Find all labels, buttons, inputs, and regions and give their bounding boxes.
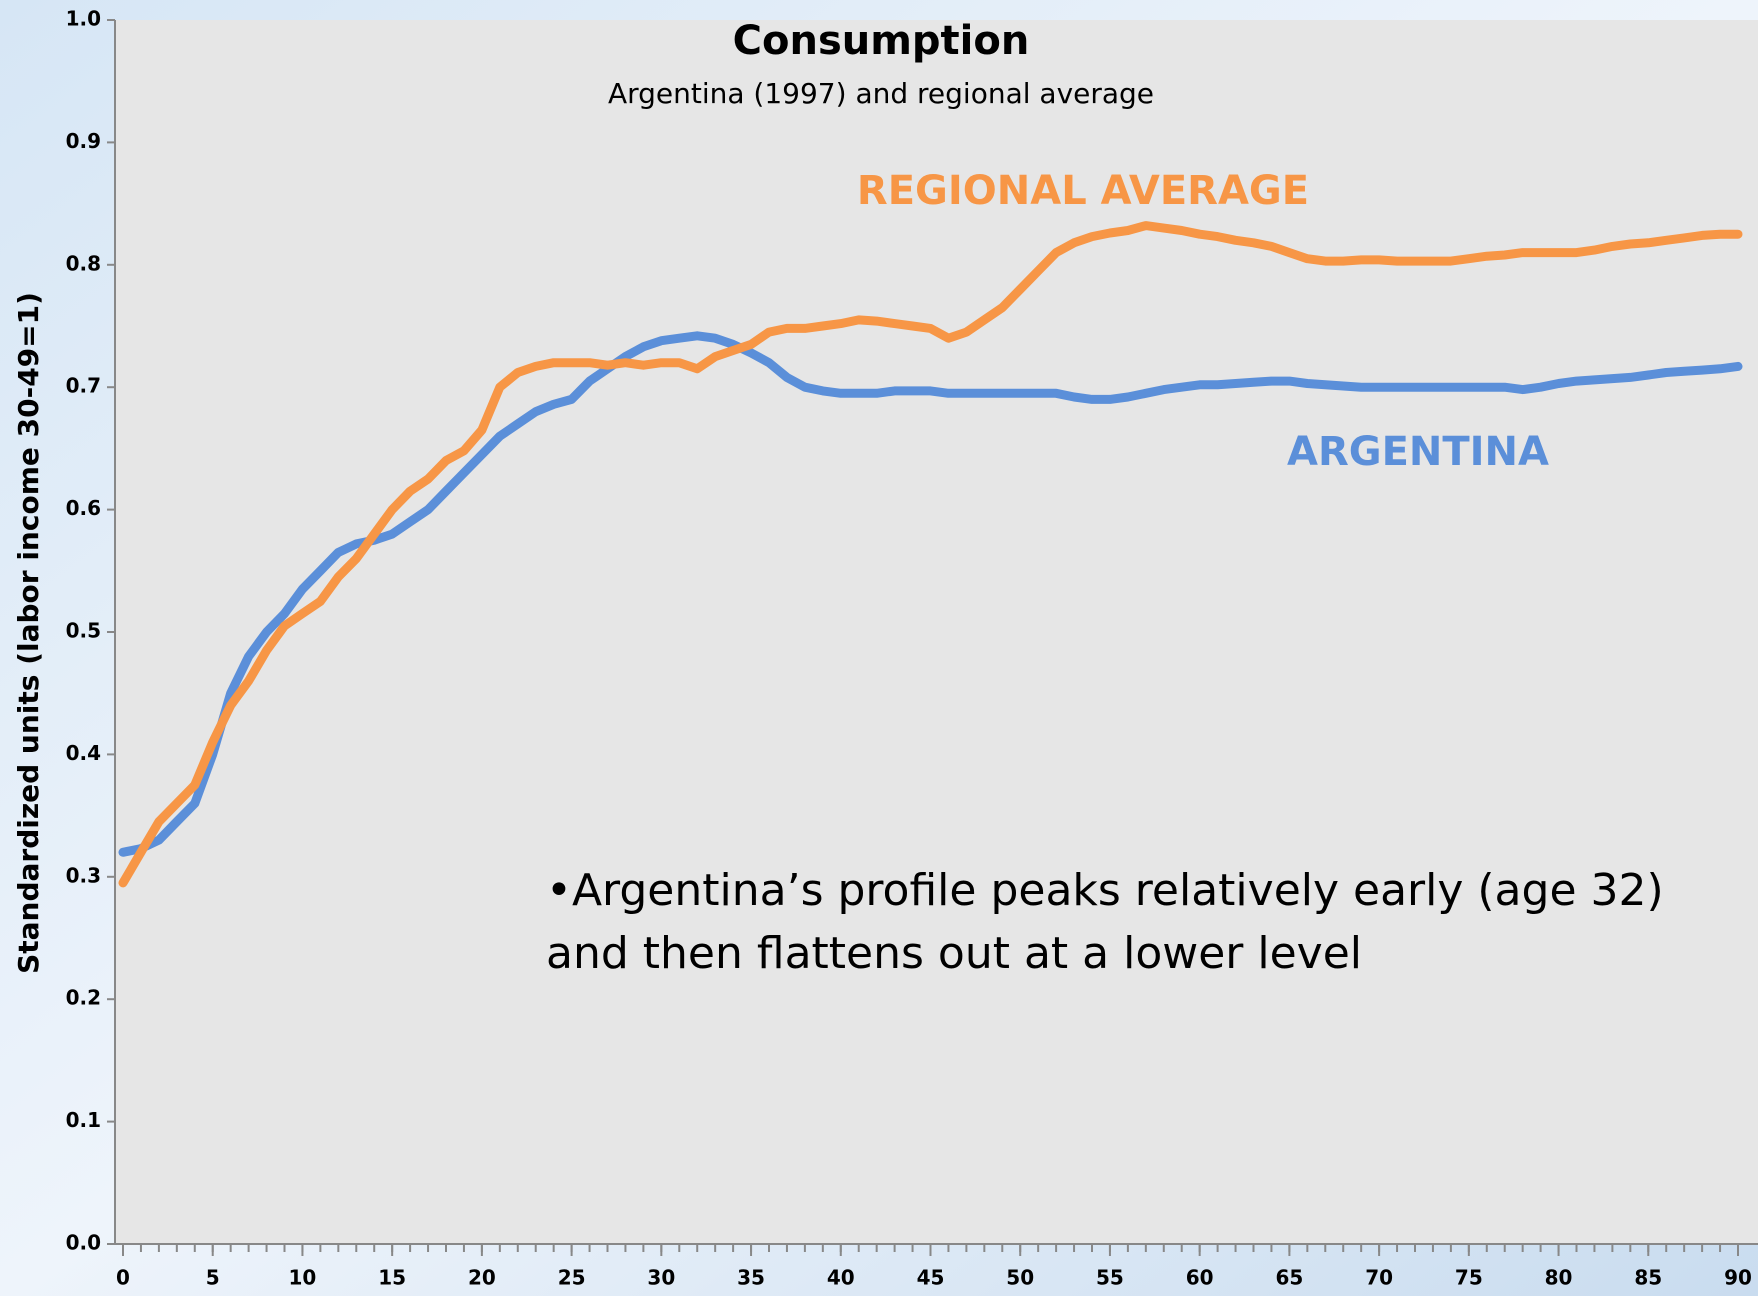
series-line — [118, 221, 1743, 888]
chart-subtitle: Argentina (1997) and regional average — [608, 77, 1154, 110]
y-tick-label: 0.1 — [66, 1108, 101, 1132]
y-tick-label: 0.7 — [66, 374, 101, 398]
x-tick-label: 25 — [558, 1266, 586, 1290]
plot-area — [115, 20, 1758, 1244]
y-tick-label: 0.9 — [66, 129, 101, 153]
x-tick-label: 90 — [1724, 1266, 1752, 1290]
annotation: and then flattens out at a lower level — [546, 928, 1362, 979]
x-tick-label: 75 — [1455, 1266, 1483, 1290]
x-tick-label: 35 — [737, 1266, 765, 1290]
y-tick-label: 0.8 — [66, 251, 101, 275]
x-tick-label: 0 — [116, 1266, 130, 1290]
x-tick-label: 70 — [1365, 1266, 1393, 1290]
x-tick-label: 30 — [647, 1266, 675, 1290]
x-tick-label: 20 — [468, 1266, 496, 1290]
series-label: ARGENTINA — [1287, 429, 1549, 475]
x-tick-label: 40 — [827, 1266, 855, 1290]
series-line — [118, 331, 1743, 857]
x-tick-label: 85 — [1634, 1266, 1662, 1290]
chart-title: Consumption — [733, 18, 1030, 64]
y-tick-label: 0.2 — [66, 986, 101, 1010]
x-tick-label: 45 — [917, 1266, 945, 1290]
x-tick-label: 60 — [1186, 1266, 1214, 1290]
annotation: •Argentina’s profile peaks relatively ea… — [546, 865, 1664, 916]
x-tick-label: 65 — [1275, 1266, 1303, 1290]
y-tick-label: 0.3 — [66, 863, 101, 887]
x-tick-label: 15 — [378, 1266, 406, 1290]
y-tick-label: 0.6 — [66, 496, 101, 520]
x-tick-label: 5 — [206, 1266, 220, 1290]
x-tick-label: 80 — [1545, 1266, 1573, 1290]
series-label: REGIONAL AVERAGE — [857, 168, 1309, 214]
x-tick-label: 10 — [289, 1266, 317, 1290]
y-tick-label: 0.5 — [66, 619, 101, 643]
y-tick-label: 0.4 — [66, 741, 101, 765]
y-axis-label: Standardized units (labor income 30-49=1… — [12, 292, 45, 974]
x-tick-label: 55 — [1096, 1266, 1124, 1290]
y-tick-label: 1.0 — [66, 7, 101, 31]
y-tick-label: 0.0 — [66, 1231, 101, 1255]
x-tick-label: 50 — [1006, 1266, 1034, 1290]
